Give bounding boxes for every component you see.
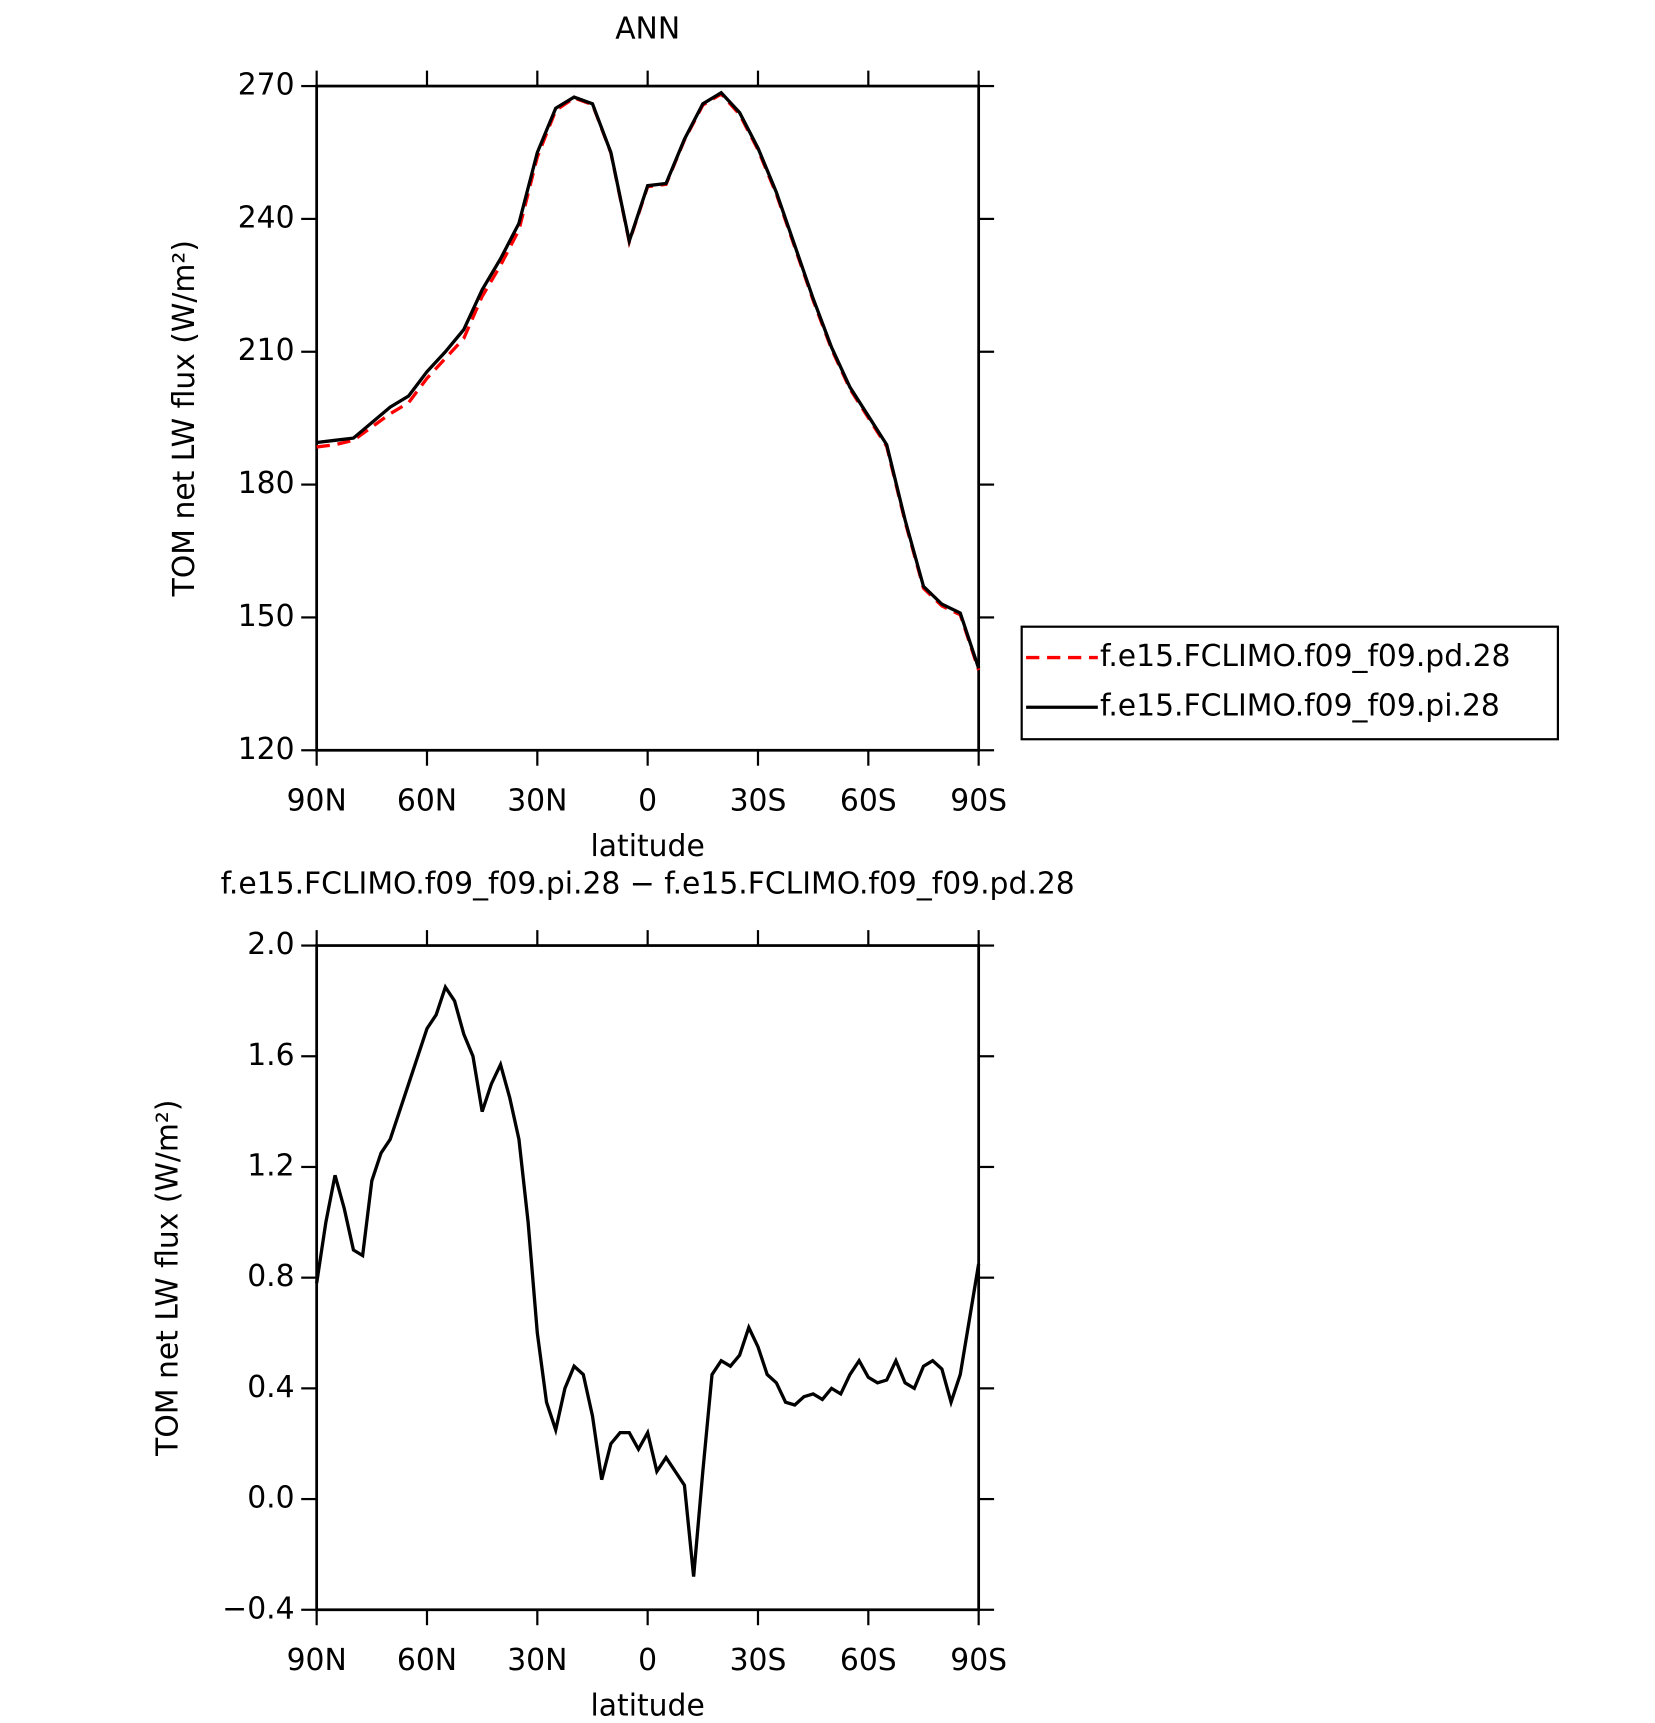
x-tick-label: 30N [507, 1643, 567, 1678]
chart-title: f.e15.FCLIMO.f09_f09.pi.28 − f.e15.FCLIM… [221, 866, 1075, 901]
y-tick-label: 0.0 [247, 1481, 294, 1516]
y-tick-label: 1.6 [247, 1038, 294, 1073]
x-tick-label: 60N [397, 784, 457, 819]
x-tick-label: 0 [638, 784, 657, 819]
x-tick-label: 90S [950, 1643, 1007, 1678]
plot-frame [315, 944, 981, 1612]
x-tick-label: 90N [287, 784, 347, 819]
y-tick-label: −0.4 [222, 1591, 294, 1626]
y-tick-label: 270 [238, 68, 295, 103]
x-tick-label: 30N [507, 784, 567, 819]
x-tick-label: 0 [638, 1643, 657, 1678]
series-line [316, 91, 981, 671]
x-tick-label: 30S [730, 784, 787, 819]
y-tick-label: 150 [238, 599, 295, 634]
y-tick-label: 1.2 [247, 1148, 294, 1183]
y-axis-label: TOM net LW flux (W/m²) [150, 1100, 185, 1457]
y-tick-label: 210 [238, 333, 295, 368]
series-line [316, 90, 981, 669]
x-axis-label: latitude [591, 829, 705, 864]
legend-box [1020, 625, 1560, 741]
y-tick-label: 0.8 [247, 1259, 294, 1294]
x-tick-label: 90N [287, 1643, 347, 1678]
y-tick-label: 2.0 [247, 927, 294, 962]
x-tick-label: 90S [950, 784, 1007, 819]
y-tick-label: 120 [238, 732, 295, 767]
y-tick-label: 180 [238, 466, 295, 501]
plot-frame [315, 84, 981, 752]
series-line [315, 983, 981, 1577]
chart-title: ANN [615, 11, 680, 46]
x-tick-label: 60S [840, 784, 897, 819]
legend-label: f.e15.FCLIMO.f09_f09.pd.28 [1100, 639, 1510, 674]
x-axis-label: latitude [591, 1688, 705, 1719]
x-tick-label: 60S [840, 1643, 897, 1678]
x-tick-label: 30S [730, 1643, 787, 1678]
y-axis-label: TOM net LW flux (W/m²) [167, 240, 202, 597]
y-tick-label: 0.4 [247, 1370, 294, 1405]
x-tick-label: 60N [397, 1643, 457, 1678]
y-tick-label: 240 [238, 200, 295, 235]
legend-label: f.e15.FCLIMO.f09_f09.pi.28 [1100, 689, 1500, 724]
